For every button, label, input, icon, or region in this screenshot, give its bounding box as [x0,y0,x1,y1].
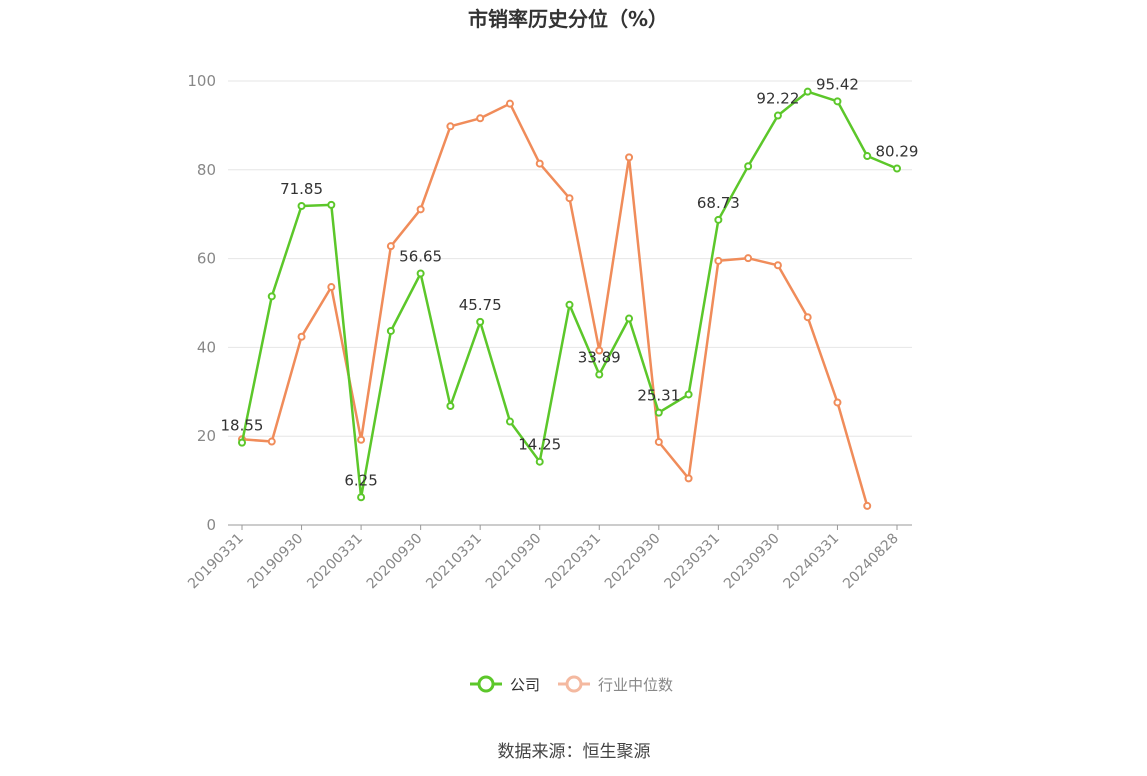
data-point-company[interactable] [386,326,395,335]
data-point-industry-median[interactable] [595,346,604,355]
data-point-company[interactable] [773,111,782,120]
data-point-industry-median[interactable] [744,254,753,263]
x-tick-label: 20200331 [304,531,366,593]
legend-item-industry-median[interactable]: 行业中位数 [558,675,673,694]
data-point-industry-median[interactable] [327,283,336,292]
y-tick-label: 0 [206,516,216,534]
data-point-company[interactable] [476,317,485,326]
y-tick-label: 40 [197,338,216,356]
x-tick-label: 20210331 [423,531,485,593]
data-point-company[interactable] [357,493,366,502]
data-label-company: 68.73 [697,194,740,212]
data-label-company: 56.65 [399,247,442,265]
data-labels: 18.55 71.85 6.25 56.65 45.75 14.25 33.89 25.31 6… [221,75,919,489]
data-point-company[interactable] [803,87,812,96]
data-point-company[interactable] [654,408,663,417]
data-point-company[interactable] [565,300,574,309]
legend-label-company: 公司 [510,676,540,694]
x-tick-label: 20190331 [185,531,247,593]
legend-marker-industry-median [565,675,583,693]
legend: 公司 行业中位数 [470,675,673,694]
data-point-industry-median[interactable] [505,99,514,108]
data-point-industry-median[interactable] [357,435,366,444]
data-point-industry-median[interactable] [714,256,723,265]
y-axis-ticks: 0 20 40 60 80 100 [187,72,216,534]
data-point-industry-median[interactable] [803,313,812,322]
data-point-company[interactable] [744,162,753,171]
data-point-industry-median[interactable] [684,474,693,483]
data-point-company[interactable] [833,97,842,106]
data-point-company[interactable] [505,417,514,426]
x-axis: 2019033120190930202003312020093020210331… [185,525,902,592]
data-label-company: 33.89 [578,349,621,367]
series-layer [238,87,901,510]
data-source: 数据来源：恒生聚源 [498,742,651,762]
data-label-company: 80.29 [876,143,919,161]
data-point-company[interactable] [327,200,336,209]
data-point-industry-median[interactable] [446,122,455,131]
data-point-industry-median[interactable] [297,332,306,341]
x-tick-label: 20200930 [364,531,426,593]
data-point-company[interactable] [893,164,901,173]
data-point-company[interactable] [446,402,455,411]
data-label-company: 92.22 [756,90,799,108]
y-tick-label: 80 [197,161,216,179]
data-point-industry-median[interactable] [833,398,842,407]
x-tick-label: 20230930 [721,531,783,593]
data-label-company: 18.55 [221,417,264,435]
y-tick-label: 100 [187,72,216,90]
chart-title: 市销率历史分位（%） [468,7,668,31]
data-point-industry-median[interactable] [535,159,544,168]
data-point-industry-median[interactable] [267,437,276,446]
legend-marker-company [477,675,495,693]
legend-label-industry-median: 行业中位数 [598,676,673,694]
data-point-company[interactable] [416,269,425,278]
data-point-industry-median[interactable] [476,114,485,123]
data-point-company[interactable] [238,438,246,447]
data-point-company[interactable] [267,292,276,301]
x-tick-label: 20220331 [542,531,604,593]
data-label-company: 95.42 [816,75,859,93]
data-point-company[interactable] [714,215,723,224]
data-point-industry-median[interactable] [654,437,663,446]
data-point-industry-median[interactable] [625,153,634,162]
data-point-company[interactable] [595,370,604,379]
data-point-company[interactable] [625,314,634,323]
legend-item-company[interactable]: 公司 [470,675,540,694]
x-tick-label: 20220930 [602,531,664,593]
data-point-industry-median[interactable] [565,194,574,203]
data-point-industry-median[interactable] [863,501,872,510]
data-point-industry-median[interactable] [773,261,782,270]
data-label-company: 45.75 [459,296,502,314]
x-tick-label: 20240331 [781,531,843,593]
data-label-company: 14.25 [518,436,561,454]
x-tick-label: 20230331 [661,531,723,593]
data-point-company[interactable] [684,390,693,399]
x-tick-label: 20190930 [245,531,307,593]
data-point-company[interactable] [863,152,872,161]
y-tick-label: 60 [197,250,216,268]
data-label-company: 71.85 [280,180,323,198]
x-tick-label: 20240828 [840,531,902,593]
data-point-company[interactable] [535,457,544,466]
data-point-industry-median[interactable] [416,205,425,214]
data-point-company[interactable] [297,201,306,210]
x-tick-label: 20210930 [483,531,545,593]
data-point-industry-median[interactable] [386,242,395,251]
data-label-company: 6.25 [344,471,377,489]
y-tick-label: 20 [197,427,216,445]
data-label-company: 25.31 [637,387,680,405]
